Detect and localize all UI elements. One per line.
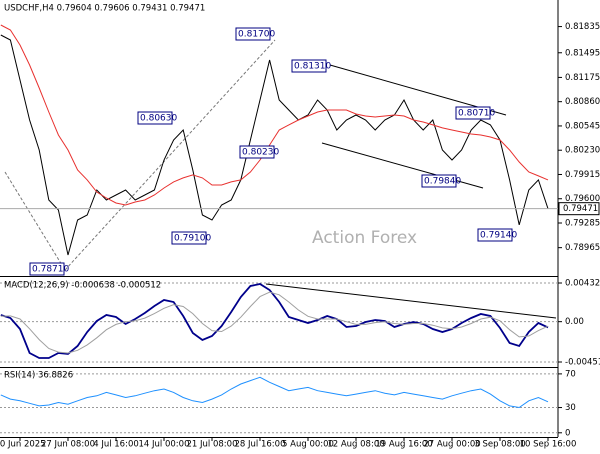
y-tick-label: 0.80230 (565, 146, 600, 156)
annotation-box (171, 231, 207, 245)
annotation: 0.80630 (140, 114, 177, 124)
macd-trend-line (265, 283, 557, 319)
x-tick-label: 21 Jul 08:00 (187, 440, 238, 450)
annotation: 0.81700 (238, 30, 275, 40)
x-tick-label: 14 Jul 00:00 (139, 440, 190, 450)
current-price-box (558, 202, 600, 216)
x-tick-label: 4 Jul 16:00 (93, 440, 139, 450)
series-line (0, 283, 549, 359)
annotation: 0.80710 (458, 109, 495, 119)
x-tick-label: 28 Jul 16:00 (235, 440, 286, 450)
y-tick-label: 0.80545 (565, 121, 600, 131)
y-tick-label: 0.00 (565, 317, 584, 327)
annotation-box (235, 27, 271, 41)
x-tick-label: 12 Aug 08:00 (327, 440, 384, 450)
annotation: 0.78710 (32, 265, 69, 275)
x-tick-label: 19 Aug 16:00 (375, 440, 432, 450)
y-tick-label: 0.79915 (565, 170, 600, 180)
x-tick-label: 3 Sep 08:00 (474, 440, 525, 450)
y-tick-label: 0.81175 (565, 73, 600, 83)
annotation-box (137, 111, 173, 125)
annotation-box (477, 228, 513, 242)
y-tick-label: 70 (565, 369, 576, 379)
x-tick-label: 5 Aug 00:00 (282, 440, 334, 450)
y-tick-label: 0.78965 (565, 243, 600, 253)
x-tick-label: 10 Sep 16:00 (520, 440, 577, 450)
annotation: 0.79840 (424, 177, 461, 187)
x-tick-label: 27 Aug 00:00 (423, 440, 480, 450)
x-tick-label: 27 Jun 08:00 (41, 440, 95, 450)
series-line (0, 291, 549, 354)
annotation-box (455, 106, 491, 120)
x-tick-label: 20 Jun 2025 (0, 440, 46, 450)
annotation: 0.79140 (480, 231, 517, 241)
series-line (0, 376, 549, 409)
y-tick-label: 0.81835 (565, 22, 600, 32)
annotation: 0.81310 (294, 62, 331, 72)
macd-title: MACD(12,26,9) -0.000638 -0.000512 (4, 281, 161, 291)
y-tick-label: -0.004511 (565, 358, 600, 368)
annotation-box (291, 59, 327, 73)
annotation-box (239, 145, 275, 159)
y-tick-label: 0 (565, 428, 570, 438)
y-tick-label: 0.81495 (565, 48, 600, 58)
series-line (0, 24, 549, 206)
chart-title: USDCHF,H4 0.79604 0.79606 0.79431 0.7947… (4, 4, 205, 14)
y-tick-label: 30 (565, 403, 576, 413)
current-price-label: 0.79471 (563, 204, 598, 214)
y-tick-label: 0.80860 (565, 97, 600, 107)
annotation: 0.80230 (242, 148, 279, 158)
watermark: Action Forex (312, 228, 417, 248)
annotation-box (29, 262, 65, 276)
series-line (0, 34, 549, 256)
annotation: 0.79100 (174, 234, 211, 244)
trend-line (4, 39, 276, 271)
y-tick-label: 0.79600 (565, 194, 600, 204)
y-tick-label: 0.004325 (565, 278, 600, 288)
y-tick-label: 0.79285 (565, 219, 600, 229)
annotation-box (421, 174, 457, 188)
rsi-title: RSI(14) 36.8826 (4, 371, 73, 381)
